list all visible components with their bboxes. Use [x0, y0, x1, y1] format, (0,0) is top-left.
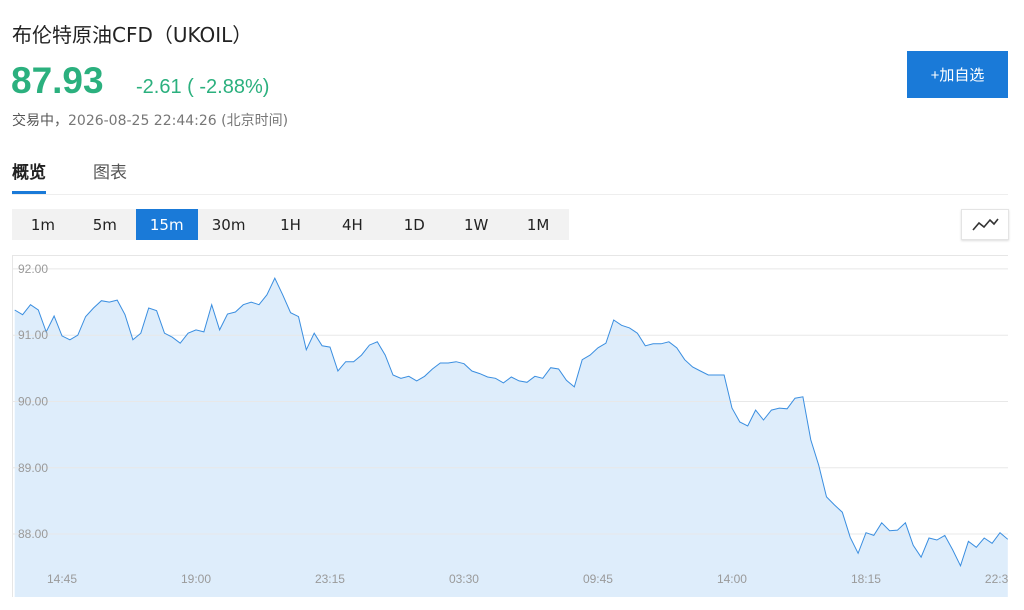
area-fill: [14, 278, 1008, 597]
x-tick-label: 14:00: [717, 572, 747, 586]
x-tick-label: 18:15: [851, 572, 881, 586]
tab-chart[interactable]: 图表: [93, 163, 127, 183]
timestamp: 2026-08-25 22:44:26 (北京时间): [68, 113, 289, 129]
x-tick-label: 03:30: [449, 572, 479, 586]
x-tick-label: 23:15: [315, 572, 345, 586]
tab-overview[interactable]: 概览: [12, 158, 46, 194]
period-selector: 1m 5m 15m 30m 1H 4H 1D 1W 1M: [12, 209, 569, 240]
add-watchlist-button[interactable]: +加自选: [907, 51, 1008, 98]
period-button[interactable]: 1W: [463, 215, 489, 234]
period-button[interactable]: 30m: [211, 215, 246, 234]
tabs: 概览 图表: [12, 158, 1008, 195]
period-button[interactable]: 4H: [341, 215, 363, 234]
instrument-title: 布伦特原油CFD（UKOIL）: [12, 23, 253, 47]
x-tick-label: 14:45: [47, 572, 77, 586]
y-tick-label: 89.00: [18, 461, 48, 475]
price-line: [14, 277, 1008, 568]
price-chart: 88.00 89.00 90.00 91.00 92.00 14:45 19:00 23:15…: [12, 255, 1008, 597]
period-button[interactable]: 1m: [30, 215, 56, 234]
state: 交易中，: [12, 113, 68, 129]
period-button[interactable]: 15m: [135, 209, 198, 240]
plot-frame: [12, 255, 1008, 597]
y-tick-label: 92.00: [18, 262, 48, 276]
period-button[interactable]: 1D: [403, 215, 425, 234]
y-tick-label: 91.00: [18, 328, 48, 342]
x-tick-label: 19:00: [181, 572, 211, 586]
y-tick-label: 88.00: [18, 527, 48, 541]
x-tick-label: 09:45: [583, 572, 613, 586]
trading-status: 交易中，2026-08-25 22:44:26 (北京时间): [12, 110, 288, 130]
last-price: 87.93: [11, 60, 104, 101]
x-tick-label: 22:30: [985, 572, 1008, 586]
y-tick-label: 90.00: [18, 394, 48, 408]
period-button[interactable]: 1H: [280, 215, 301, 234]
price-change: -2.61 ( -2.88%): [136, 76, 270, 98]
line-icon: [972, 218, 999, 231]
period-button[interactable]: 5m: [92, 215, 117, 234]
chart-type-button[interactable]: [961, 209, 1009, 240]
period-button[interactable]: 1M: [526, 215, 550, 234]
